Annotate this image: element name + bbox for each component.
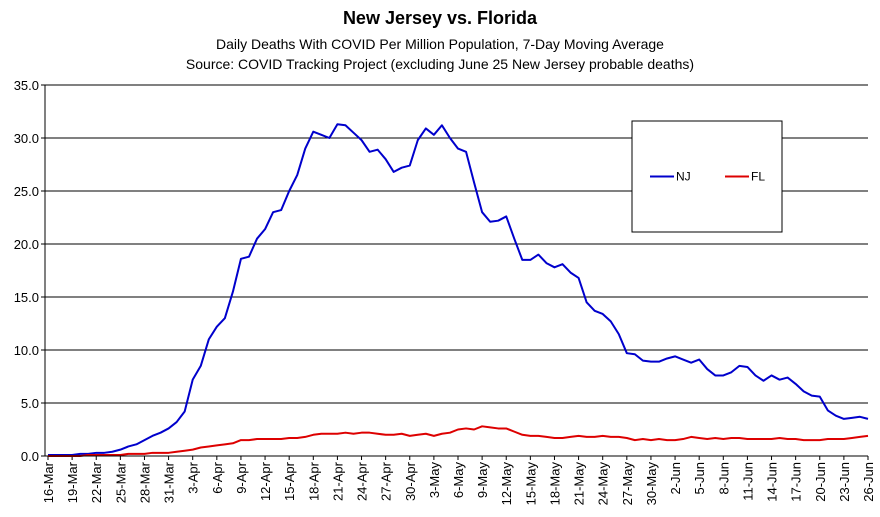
y-tick-label: 20.0 [14, 237, 39, 252]
x-tick-label: 15-Apr [282, 461, 297, 501]
y-tick-label: 15.0 [14, 290, 39, 305]
x-tick-label: 26-Jun [861, 462, 876, 502]
x-tick-label: 30-May [644, 462, 659, 506]
x-tick-label: 12-May [499, 462, 514, 506]
x-tick-label: 15-May [523, 462, 538, 506]
x-tick-label: 31-Mar [162, 461, 177, 503]
x-tick-label: 24-Apr [355, 461, 370, 501]
legend-label: FL [751, 170, 765, 184]
x-tick-label: 22-Mar [89, 461, 104, 503]
x-tick-label: 18-Apr [306, 461, 321, 501]
x-tick-label: 6-Apr [210, 461, 225, 493]
x-tick-label: 16-Mar [41, 461, 56, 503]
x-tick-label: 3-Apr [186, 461, 201, 493]
x-tick-label: 18-May [547, 462, 562, 506]
chart-subtitle: Source: COVID Tracking Project (excludin… [186, 56, 694, 72]
legend-label: NJ [676, 170, 691, 184]
y-tick-label: 35.0 [14, 78, 39, 93]
chart-subtitle: Daily Deaths With COVID Per Million Popu… [216, 36, 664, 52]
chart-title: New Jersey vs. Florida [343, 8, 538, 28]
x-tick-label: 12-Apr [258, 461, 273, 501]
x-tick-label: 28-Mar [137, 461, 152, 503]
x-tick-label: 21-Apr [330, 461, 345, 501]
x-tick-label: 25-Mar [113, 461, 128, 503]
x-tick-label: 21-May [572, 462, 587, 506]
y-tick-label: 0.0 [21, 449, 39, 464]
x-tick-label: 23-Jun [837, 462, 852, 502]
x-tick-label: 9-Apr [234, 461, 249, 493]
series-line [48, 425, 869, 457]
x-tick-label: 9-May [475, 462, 490, 499]
x-tick-label: 24-May [596, 462, 611, 506]
x-tick-label: 11-Jun [740, 462, 755, 501]
series-line [48, 123, 869, 456]
x-tick-label: 17-Jun [789, 462, 804, 502]
x-tick-label: 19-Mar [65, 461, 80, 503]
x-tick-label: 5-Jun [692, 462, 707, 495]
x-tick-label: 2-Jun [668, 462, 683, 495]
x-tick-label: 27-May [620, 462, 635, 506]
x-tick-label: 20-Jun [813, 462, 828, 502]
x-tick-label: 30-Apr [403, 461, 418, 501]
x-tick-label: 14-Jun [765, 462, 780, 502]
y-tick-label: 10.0 [14, 343, 39, 358]
y-tick-label: 25.0 [14, 184, 39, 199]
y-tick-label: 30.0 [14, 131, 39, 146]
x-tick-label: 3-May [427, 462, 442, 499]
y-tick-label: 5.0 [21, 396, 39, 411]
x-tick-label: 27-Apr [379, 461, 394, 501]
x-tick-label: 6-May [451, 462, 466, 499]
x-tick-label: 8-Jun [716, 462, 731, 495]
